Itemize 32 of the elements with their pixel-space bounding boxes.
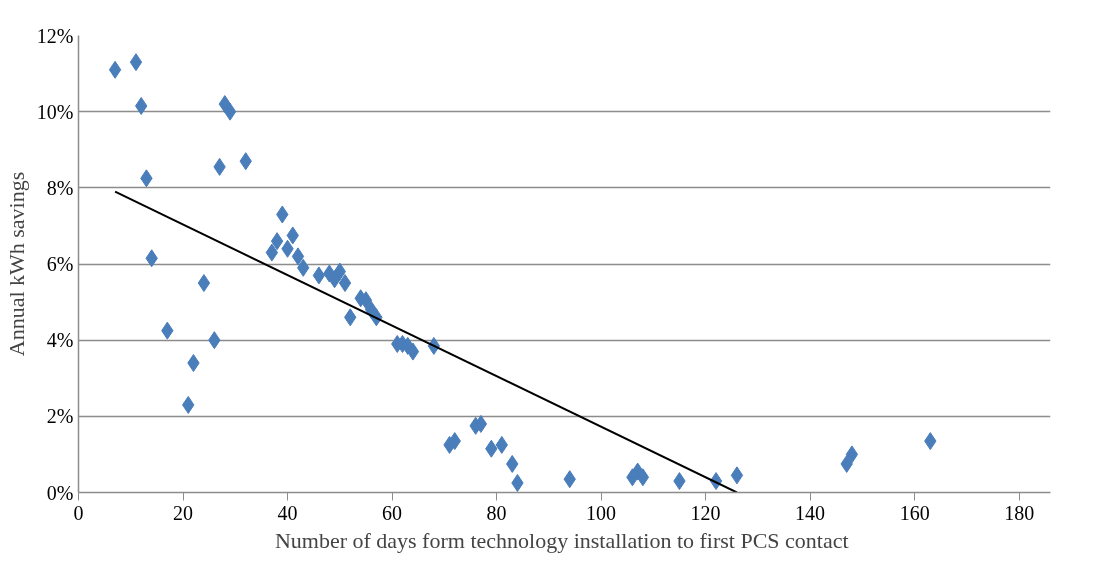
- x-tick-label: 140: [795, 501, 826, 524]
- x-tick-label: 40: [277, 501, 298, 524]
- point: [730, 466, 744, 485]
- point: [338, 274, 352, 293]
- point: [108, 60, 122, 79]
- point: [197, 274, 211, 293]
- point: [845, 445, 859, 464]
- x-tick-label: 180: [1004, 501, 1035, 524]
- y-tick-label: 4%: [46, 329, 74, 352]
- y-tick-label: 8%: [46, 176, 74, 199]
- point: [312, 266, 326, 285]
- point: [129, 53, 143, 72]
- y-axis-title: Annual kWh savings: [3, 171, 29, 357]
- point: [636, 468, 650, 487]
- y-tick-label: 10%: [36, 100, 74, 123]
- x-tick-label: 120: [690, 501, 721, 524]
- x-tick-label: 60: [382, 501, 403, 524]
- x-tick-label: 0: [73, 501, 84, 524]
- y-tick-label: 12%: [36, 24, 74, 47]
- y-tick-label: 0%: [46, 481, 74, 504]
- x-axis-title: Number of days form technology installation to first PCS contact: [274, 527, 849, 553]
- point: [270, 232, 284, 251]
- x-tick-label: 80: [486, 501, 507, 524]
- point: [223, 102, 237, 121]
- y-tick-label: 6%: [46, 253, 74, 275]
- x-tick-label: 160: [899, 501, 930, 524]
- point: [406, 342, 420, 361]
- y-tick-label: 2%: [46, 405, 74, 428]
- point: [265, 243, 279, 262]
- x-tick-label: 20: [173, 501, 194, 524]
- point: [291, 247, 305, 266]
- x-tick-label: 100: [586, 501, 617, 524]
